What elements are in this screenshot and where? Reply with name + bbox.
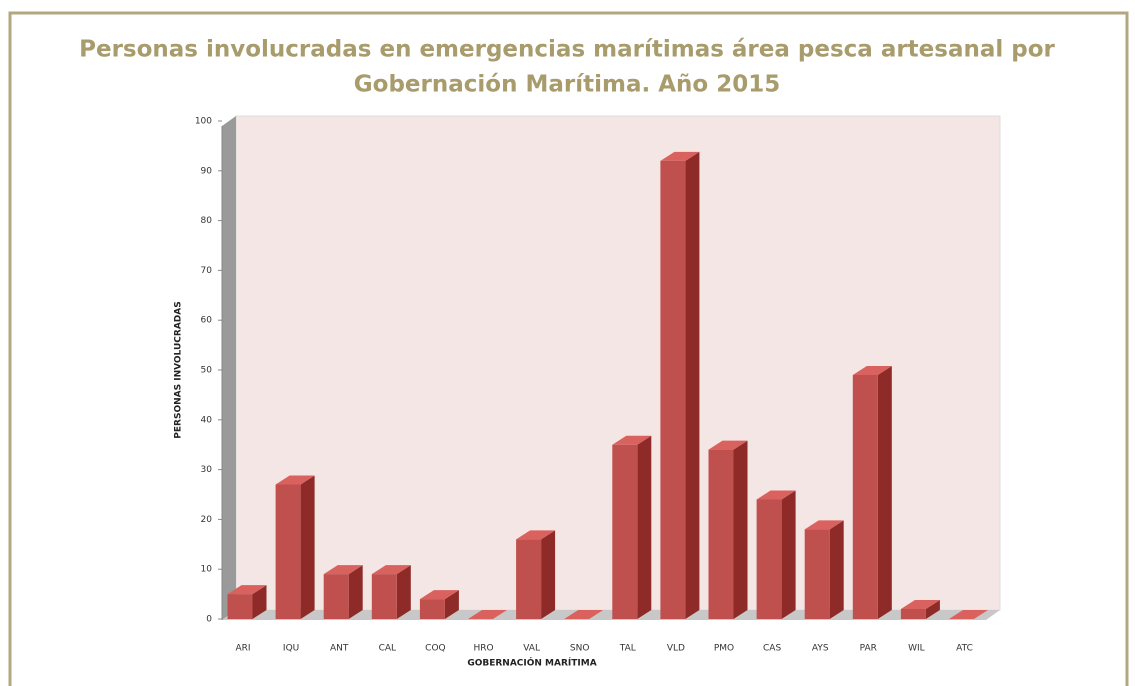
- bar: [612, 435, 652, 619]
- x-tick-label: COQ: [425, 644, 445, 654]
- bar-face: [949, 610, 988, 619]
- bar-face: [468, 610, 507, 619]
- bar-face: [804, 529, 830, 619]
- x-tick-label: VLD: [667, 644, 685, 654]
- bar-face: [804, 520, 844, 530]
- bar-face: [371, 574, 397, 619]
- x-tick-label: ANT: [330, 644, 349, 654]
- x-tick-label: PMO: [714, 644, 734, 654]
- y-tick-label: 40: [201, 415, 213, 425]
- bar: [900, 600, 940, 619]
- y-tick-label: 70: [201, 266, 213, 276]
- y-tick-label: 30: [201, 465, 213, 475]
- y-tick-label: 0: [206, 615, 212, 625]
- y-tick-label: 50: [201, 366, 213, 376]
- bar-face: [275, 475, 315, 485]
- bar: [419, 590, 459, 619]
- bar-face: [419, 590, 459, 600]
- x-axis-title: GOBERNACIÓN MARÍTIMA: [467, 657, 596, 669]
- bar: [756, 490, 796, 619]
- bar-face: [516, 530, 556, 540]
- bar-face: [781, 490, 796, 619]
- bar-face: [419, 599, 445, 619]
- bar-face: [900, 609, 926, 619]
- bar-face: [612, 444, 638, 619]
- y-tick-label: 60: [201, 316, 213, 326]
- y-axis-title: PERSONAS INVOLUCRADAS: [174, 301, 184, 438]
- bar-face: [396, 565, 411, 619]
- bar-face: [829, 520, 844, 619]
- bar-face: [300, 475, 315, 619]
- bar: [227, 585, 267, 619]
- bar-face: [252, 585, 267, 619]
- bar: [468, 610, 507, 619]
- x-tick-label: HRO: [473, 644, 493, 654]
- bar-face: [323, 565, 363, 575]
- x-tick-label: IQU: [283, 644, 299, 654]
- bar-face: [852, 374, 878, 619]
- bar-face: [323, 574, 349, 619]
- bar: [275, 475, 315, 619]
- y-tick-label: 20: [201, 515, 213, 525]
- bar-face: [516, 539, 542, 619]
- x-tick-label: AYS: [812, 644, 829, 654]
- bar-face: [685, 151, 700, 619]
- bar: [564, 610, 604, 619]
- bar: [949, 610, 988, 619]
- bar-face: [612, 435, 652, 445]
- bar-face: [925, 600, 940, 619]
- bar-face: [708, 440, 748, 450]
- x-tick-label: CAL: [379, 644, 396, 654]
- chart-title: Personas involucradas en emergencias mar…: [79, 37, 1055, 63]
- y-tick-label: 80: [201, 216, 213, 226]
- x-tick-label: ATC: [956, 644, 973, 654]
- bar-face: [877, 365, 892, 619]
- bar-face: [371, 565, 411, 575]
- bar: [852, 365, 892, 619]
- bar-face: [564, 610, 604, 619]
- bar-face: [852, 365, 892, 375]
- x-tick-label: ARI: [235, 644, 250, 654]
- bar: [708, 440, 748, 619]
- bar-face: [733, 440, 748, 619]
- bar: [371, 565, 411, 619]
- frame: [8, 11, 1129, 686]
- bar-face: [348, 565, 363, 619]
- x-tick-label: VAL: [523, 644, 540, 654]
- bar-face: [637, 435, 652, 619]
- y-tick-label: 90: [201, 166, 213, 176]
- bar: [323, 565, 363, 619]
- x-tick-label: PAR: [860, 644, 877, 654]
- bar-face: [756, 499, 782, 619]
- chart-title: Gobernación Marítima. Año 2015: [354, 72, 780, 98]
- x-tick-label: SNO: [570, 644, 590, 654]
- bar-face: [900, 600, 940, 610]
- bar-face: [660, 160, 686, 619]
- bar-face: [708, 449, 734, 619]
- bar: [804, 520, 844, 619]
- bar-face: [756, 490, 796, 500]
- side-wall: [222, 116, 236, 620]
- x-tick-label: TAL: [619, 644, 636, 654]
- bar-face: [275, 484, 301, 619]
- bar-face: [227, 594, 253, 619]
- x-tick-label: WIL: [908, 644, 925, 654]
- y-tick-label: 100: [195, 117, 212, 127]
- bar-face: [444, 590, 459, 619]
- bar: [660, 151, 700, 619]
- bar: [516, 530, 556, 619]
- bar-face: [541, 530, 556, 619]
- y-tick-label: 10: [201, 565, 213, 575]
- bar-face: [660, 151, 700, 161]
- bar-face: [227, 585, 267, 595]
- x-tick-label: CAS: [763, 644, 781, 654]
